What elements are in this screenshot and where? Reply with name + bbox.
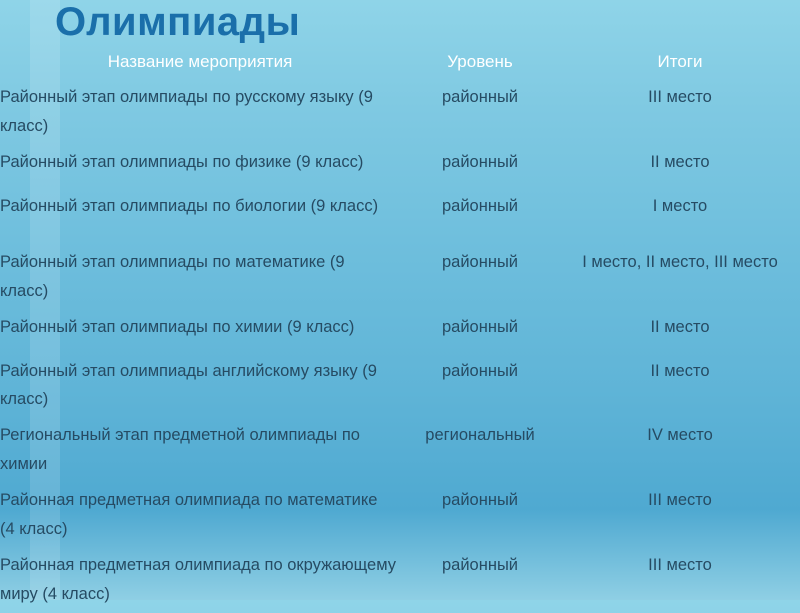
cell-name: Районная предметная олимпиада по математ… xyxy=(0,483,400,548)
table-row: Районный этап олимпиады по русскому язык… xyxy=(0,80,800,145)
cell-result: III место xyxy=(560,483,800,548)
cell-name: Районный этап олимпиады по биологии (9 к… xyxy=(0,189,400,245)
olympiad-table: Название мероприятия Уровень Итоги Район… xyxy=(0,46,800,613)
cell-result: II место xyxy=(560,145,800,189)
col-header-name: Название мероприятия xyxy=(0,46,400,80)
cell-level: районный xyxy=(400,245,560,310)
cell-result: II место xyxy=(560,354,800,419)
cell-name: Районный этап олимпиады по химии (9 клас… xyxy=(0,310,400,354)
cell-name: Региональный этап предметной олимпиады п… xyxy=(0,418,400,483)
table-body: Районный этап олимпиады по русскому язык… xyxy=(0,80,800,613)
col-header-level: Уровень xyxy=(400,46,560,80)
cell-level: региональный xyxy=(400,418,560,483)
cell-name: Районная предметная олимпиада по окружаю… xyxy=(0,548,400,613)
cell-name: Районный этап олимпиады по физике (9 кла… xyxy=(0,145,400,189)
table-row: Районный этап олимпиады по физике (9 кла… xyxy=(0,145,800,189)
table-row: Районный этап олимпиады английскому язык… xyxy=(0,354,800,419)
cell-level: районный xyxy=(400,80,560,145)
cell-level: районный xyxy=(400,548,560,613)
cell-name: Районный этап олимпиады английскому язык… xyxy=(0,354,400,419)
table-row: Районная предметная олимпиада по окружаю… xyxy=(0,548,800,613)
cell-name: Районный этап олимпиады по русскому язык… xyxy=(0,80,400,145)
cell-level: районный xyxy=(400,354,560,419)
cell-result: III место xyxy=(560,80,800,145)
table-row: Региональный этап предметной олимпиады п… xyxy=(0,418,800,483)
cell-name: Районный этап олимпиады по математике (9… xyxy=(0,245,400,310)
col-header-result: Итоги xyxy=(560,46,800,80)
cell-level: районный xyxy=(400,189,560,245)
page-title: Олимпиады xyxy=(55,0,300,45)
cell-result: III место xyxy=(560,548,800,613)
table-row: Районная предметная олимпиада по математ… xyxy=(0,483,800,548)
cell-level: районный xyxy=(400,483,560,548)
cell-level: районный xyxy=(400,310,560,354)
table-row: Районный этап олимпиады по биологии (9 к… xyxy=(0,189,800,245)
cell-result: IV место xyxy=(560,418,800,483)
table-row: Районный этап олимпиады по химии (9 клас… xyxy=(0,310,800,354)
table-row: Районный этап олимпиады по математике (9… xyxy=(0,245,800,310)
cell-result: I место xyxy=(560,189,800,245)
olympiad-table-wrap: Название мероприятия Уровень Итоги Район… xyxy=(0,46,800,613)
cell-result: II место xyxy=(560,310,800,354)
cell-result: I место, II место, III место xyxy=(560,245,800,310)
cell-level: районный xyxy=(400,145,560,189)
table-header-row: Название мероприятия Уровень Итоги xyxy=(0,46,800,80)
